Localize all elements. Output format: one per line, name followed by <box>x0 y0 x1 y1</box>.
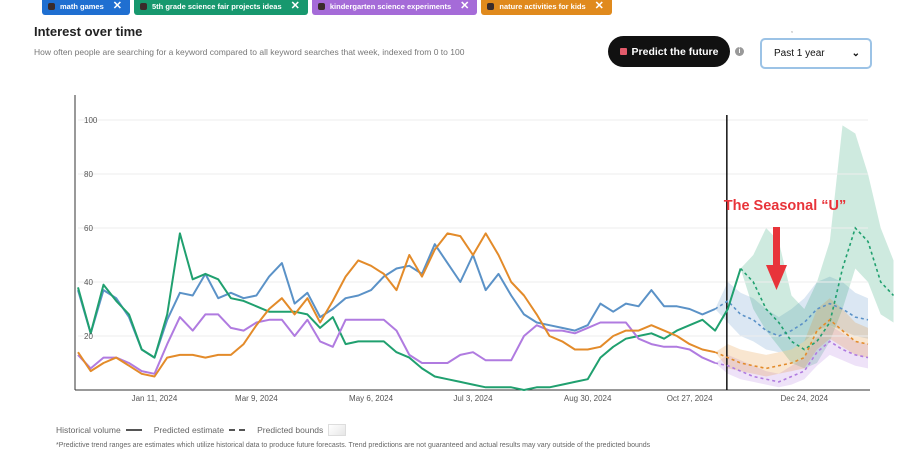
y-tick-label: 80 <box>84 170 93 179</box>
legend-dashed-swatch <box>229 429 246 431</box>
time-range-select[interactable]: Past 1 year ⌄ <box>760 38 872 69</box>
legend-band-swatch <box>328 424 347 436</box>
keyword-filter-chips: math games ✕ 5th grade science fair proj… <box>42 0 612 15</box>
keyword-icon <box>317 2 325 10</box>
prediction-band <box>740 125 894 369</box>
y-tick-label: 40 <box>84 278 93 287</box>
prediction-band <box>715 298 868 377</box>
predicted-series-line <box>714 299 869 337</box>
x-tick-label: Mar 9, 2024 <box>235 394 278 403</box>
page-title: Interest over time <box>34 24 143 39</box>
historical-series-line <box>77 232 716 378</box>
y-tick-label: 100 <box>84 116 98 125</box>
interest-over-time-chart: 20 40 60 80 100 Jan 11, 2024 Mar 9, 2024 May 6,… <box>74 95 895 403</box>
legend-solid-swatch <box>125 429 142 431</box>
legend-historical: Historical volume <box>56 425 142 435</box>
filter-chip-nature-activities[interactable]: nature activities for kids ✕ <box>481 0 612 15</box>
legend-historical-label: Historical volume <box>56 425 121 435</box>
predicted-series-line <box>740 226 895 351</box>
predict-future-button[interactable]: Predict the future <box>608 36 730 67</box>
historical-series-line <box>77 313 716 375</box>
legend-estimate: Predicted estimate <box>153 425 246 435</box>
footnote: *Predictive trend ranges are estimates w… <box>56 442 651 449</box>
legend-estimate-label: Predicted estimate <box>153 425 225 435</box>
x-tick-label: Aug 30, 2024 <box>564 394 612 403</box>
keyword-icon <box>48 2 55 10</box>
chart-description: How often people are searching for a key… <box>34 47 465 57</box>
remove-filter-icon[interactable]: ✕ <box>594 0 604 12</box>
remove-filter-icon[interactable]: ✕ <box>112 0 122 12</box>
filter-chip-label: 5th grade science fair projects ideas <box>152 1 282 11</box>
decorative-mark: , <box>791 27 793 34</box>
filter-chip-label: math games <box>60 1 104 11</box>
filter-chip-math-games[interactable]: math games ✕ <box>42 0 130 15</box>
prediction-band <box>715 276 868 353</box>
x-tick-label: May 6, 2024 <box>349 394 394 403</box>
remove-filter-icon[interactable]: ✕ <box>460 0 470 12</box>
y-tick-label: 60 <box>84 224 93 233</box>
x-tick-label: Jan 11, 2024 <box>132 394 178 403</box>
x-tick-label: Oct 27, 2024 <box>667 394 713 403</box>
filter-chip-5th-grade-science[interactable]: 5th grade science fair projects ideas ✕ <box>134 0 308 15</box>
time-range-value: Past 1 year <box>774 48 825 59</box>
x-tick-label: Jul 3, 2024 <box>453 394 493 403</box>
seasonal-u-annotation: The Seasonal “U” <box>724 198 846 214</box>
annotation-arrow-shaft <box>773 227 780 267</box>
remove-filter-icon[interactable]: ✕ <box>290 0 300 12</box>
y-tick-label: 20 <box>84 332 93 341</box>
legend-bounds: Predicted bounds <box>257 424 347 436</box>
predicted-series-line <box>714 318 869 370</box>
predict-button-label: Predict the future <box>631 45 719 58</box>
info-icon[interactable]: i <box>735 47 744 56</box>
keyword-icon <box>487 2 495 10</box>
filter-chip-kindergarten-science[interactable]: kindergarten science experiments ✕ <box>311 0 478 15</box>
chevron-down-icon: ⌄ <box>851 48 860 59</box>
x-tick-label: Dec 24, 2024 <box>780 394 828 403</box>
keyword-icon <box>140 2 147 10</box>
legend-bounds-label: Predicted bounds <box>257 425 324 435</box>
predicted-series-line <box>714 340 869 383</box>
historical-series-line <box>77 243 716 359</box>
historical-series-line <box>77 232 742 391</box>
annotation-arrow-head <box>766 265 787 290</box>
chart-legend: Historical volume Predicted estimate Pre… <box>56 424 358 436</box>
filter-chip-label: kindergarten science experiments <box>329 1 452 11</box>
sparkle-icon <box>619 48 627 55</box>
filter-chip-label: nature activities for kids <box>499 1 586 11</box>
